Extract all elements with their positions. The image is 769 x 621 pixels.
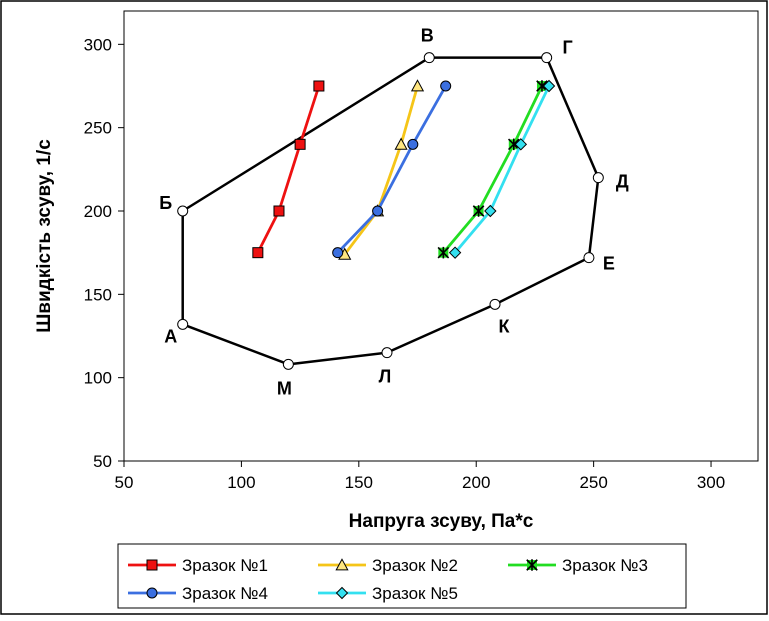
boundary-point-label: Д xyxy=(616,172,629,192)
boundary-point xyxy=(423,52,435,64)
boundary-point xyxy=(177,318,189,330)
legend-label: Зразок №4 xyxy=(182,584,268,603)
x-tick-label: 200 xyxy=(462,473,490,492)
boundary-point-label: В xyxy=(421,26,434,46)
boundary-point-label: А xyxy=(164,326,177,346)
legend-marker xyxy=(146,587,158,599)
y-tick-label: 100 xyxy=(84,369,112,388)
data-point xyxy=(440,80,452,92)
boundary-point xyxy=(381,347,393,359)
data-point xyxy=(472,205,485,217)
boundary-point-label: К xyxy=(499,316,511,336)
boundary-point-label: М xyxy=(277,378,292,398)
y-tick-label: 50 xyxy=(93,452,112,471)
data-point xyxy=(372,205,384,217)
boundary-point xyxy=(541,52,553,64)
data-point xyxy=(394,137,408,150)
legend-marker xyxy=(335,586,349,600)
data-point xyxy=(484,204,497,218)
series-line xyxy=(256,85,321,254)
data-point xyxy=(542,79,556,93)
boundary-point xyxy=(583,252,595,264)
legend: Зразок №1 Зразок №2 Зразок №3 Зразок №4 Зраз… xyxy=(128,556,648,603)
x-axis-label: Напруга зсуву, Па*с xyxy=(349,511,534,532)
legend-label: Зразок №5 xyxy=(372,584,458,603)
data-point xyxy=(273,205,285,217)
series xyxy=(448,79,556,259)
data-point xyxy=(332,247,344,259)
y-axis: 50 100 150 200 250 300 xyxy=(84,35,124,471)
series xyxy=(437,80,548,259)
y-tick-label: 250 xyxy=(84,119,112,138)
series xyxy=(252,80,325,259)
legend-label: Зразок №2 xyxy=(372,556,458,575)
legend-label: Зразок №1 xyxy=(182,556,268,575)
y-tick-label: 150 xyxy=(84,285,112,304)
x-tick-label: 150 xyxy=(345,473,373,492)
legend-item: Зразок №4 xyxy=(128,584,268,603)
data-point xyxy=(313,80,325,92)
legend-marker xyxy=(335,558,349,571)
data-point xyxy=(410,79,425,92)
x-tick-label: 100 xyxy=(227,473,255,492)
series xyxy=(332,80,452,259)
boundary-point xyxy=(282,358,294,370)
x-tick-label: 300 xyxy=(697,473,725,492)
data-point xyxy=(252,247,264,259)
boundary-point-label: Г xyxy=(563,38,573,58)
series-group xyxy=(252,79,556,260)
legend-item: Зразок №1 xyxy=(128,556,268,575)
x-tick-label: 250 xyxy=(579,473,607,492)
boundary-line xyxy=(181,56,600,366)
y-tick-label: 300 xyxy=(84,35,112,54)
boundary-polygon-group: А Б В Г Д Е К Л М xyxy=(159,26,629,399)
data-point xyxy=(514,138,528,151)
legend-item: Зразок №3 xyxy=(508,556,648,575)
y-axis-label: Швидкість зсуву, 1/с xyxy=(34,139,55,333)
boundary-point xyxy=(592,172,604,184)
series-line xyxy=(442,85,544,254)
legend-item: Зразок №5 xyxy=(318,584,458,603)
data-point xyxy=(407,138,419,150)
series-line xyxy=(454,85,551,254)
plot-area xyxy=(123,10,759,462)
boundary-point-label: Б xyxy=(159,193,172,213)
legend-item: Зразок №2 xyxy=(318,556,458,575)
data-point xyxy=(507,138,520,151)
boundary-point xyxy=(489,298,501,310)
x-tick-label: 50 xyxy=(115,473,134,492)
data-point xyxy=(437,246,450,259)
legend-label: Зразок №3 xyxy=(562,556,648,575)
data-point xyxy=(448,246,462,259)
boundary-point-label: Л xyxy=(379,367,392,387)
legend-marker xyxy=(526,559,538,571)
legend-box xyxy=(117,543,687,609)
x-axis: 50 100 150 200 250 300 xyxy=(115,461,725,492)
boundary-point xyxy=(177,205,189,217)
legend-marker xyxy=(146,559,158,571)
y-tick-label: 200 xyxy=(84,202,112,221)
boundary-point-label: Е xyxy=(603,254,615,274)
data-point xyxy=(294,138,306,150)
series-line xyxy=(343,85,419,256)
data-point xyxy=(536,80,548,92)
series-line xyxy=(336,85,447,254)
